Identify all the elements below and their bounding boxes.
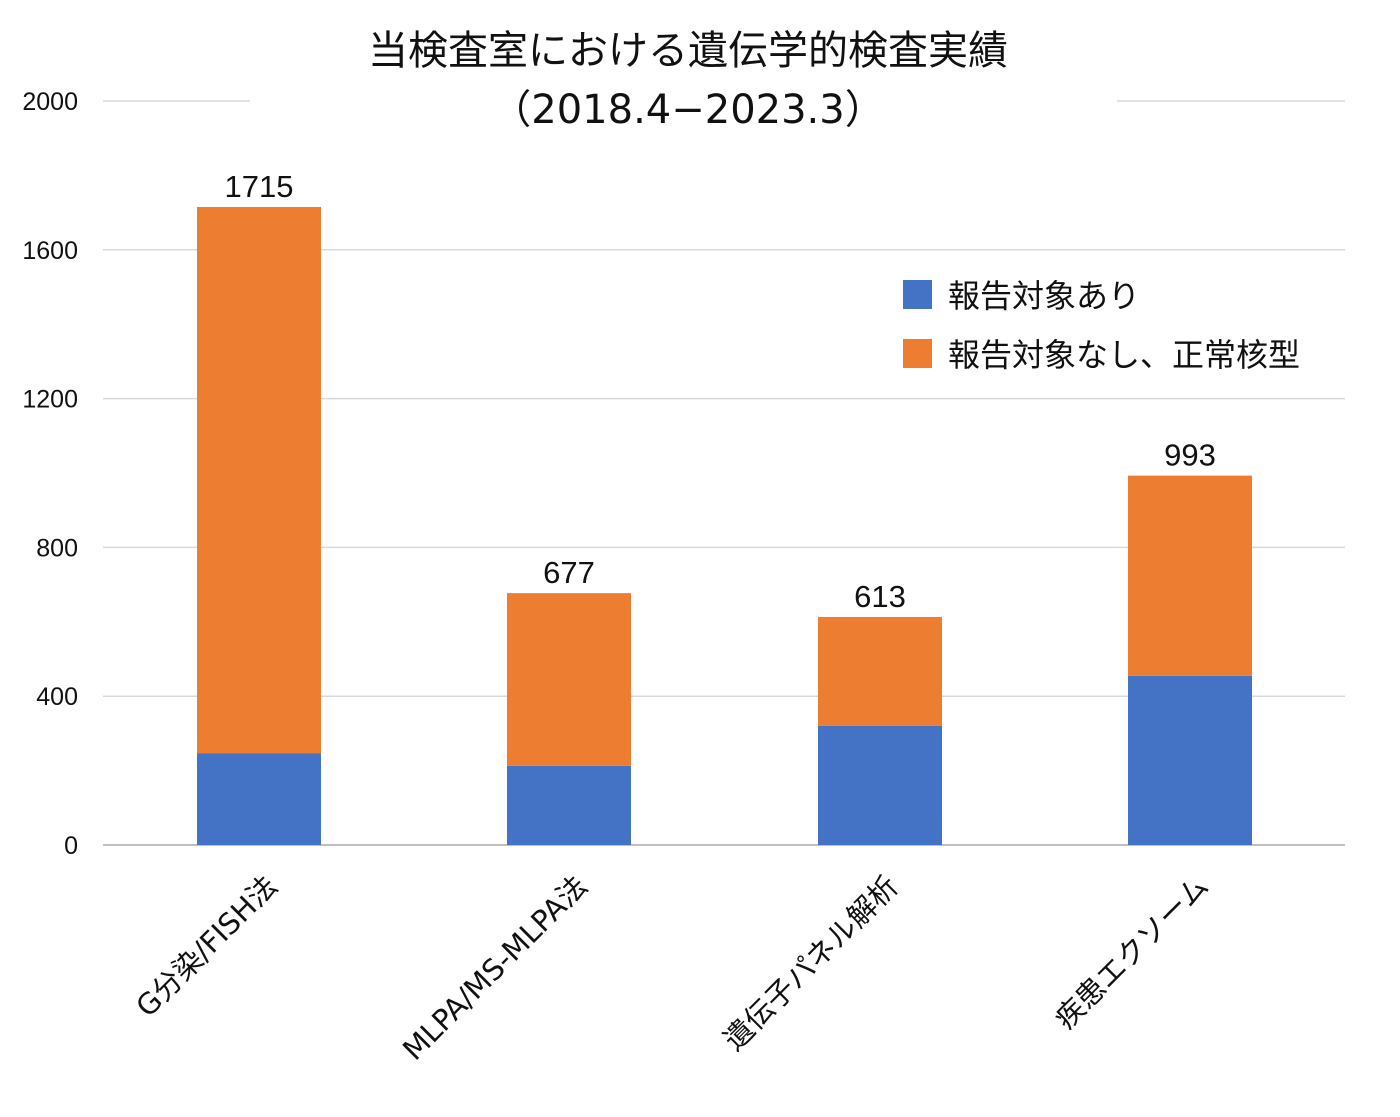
bar-segment-reported <box>818 725 942 845</box>
total-data-label: 613 <box>854 579 906 614</box>
y-tick-label: 800 <box>36 534 78 562</box>
bar-segment-not-reported <box>818 616 942 726</box>
chart-subtitle: （2018.4−2023.3） <box>491 87 884 133</box>
x-category-label: 疾患エクソーム <box>1048 869 1215 1036</box>
legend-swatch <box>903 280 932 309</box>
legend-swatch <box>903 339 932 368</box>
x-category-label: G分染/FISH法 <box>129 869 284 1024</box>
total-data-label: 677 <box>543 555 595 590</box>
total-data-label: 1715 <box>225 169 294 204</box>
x-category-label: 遺伝子パネル解析 <box>717 869 905 1057</box>
bars <box>197 207 1252 845</box>
y-axis: 0 400 800 1200 1600 2000 <box>22 88 78 860</box>
bar-segment-not-reported <box>1128 475 1252 676</box>
total-data-label: 993 <box>1164 438 1216 473</box>
legend-label: 報告対象あり <box>948 277 1140 315</box>
legend-label: 報告対象なし、正常核型 <box>948 336 1300 374</box>
data-labels: 1715 677 613 993 <box>225 169 1216 614</box>
bar-segment-reported <box>197 753 321 845</box>
y-tick-label: 1600 <box>22 237 78 265</box>
bar-segment-reported <box>1128 675 1252 845</box>
x-axis-labels: G分染/FISH法 MLPA/MS-MLPA法 遺伝子パネル解析 疾患エクソーム <box>129 869 1215 1067</box>
bar-segment-reported <box>507 765 631 845</box>
y-tick-label: 400 <box>36 683 78 711</box>
y-tick-label: 1200 <box>22 386 78 414</box>
y-tick-label: 2000 <box>22 88 78 116</box>
chart-title: 当検査室における遺伝学的検査実績 <box>368 28 1008 74</box>
bar-segment-not-reported <box>507 593 631 766</box>
x-category-label: MLPA/MS-MLPA法 <box>396 869 594 1067</box>
y-tick-label: 0 <box>64 832 78 860</box>
bar-segment-not-reported <box>197 207 321 754</box>
